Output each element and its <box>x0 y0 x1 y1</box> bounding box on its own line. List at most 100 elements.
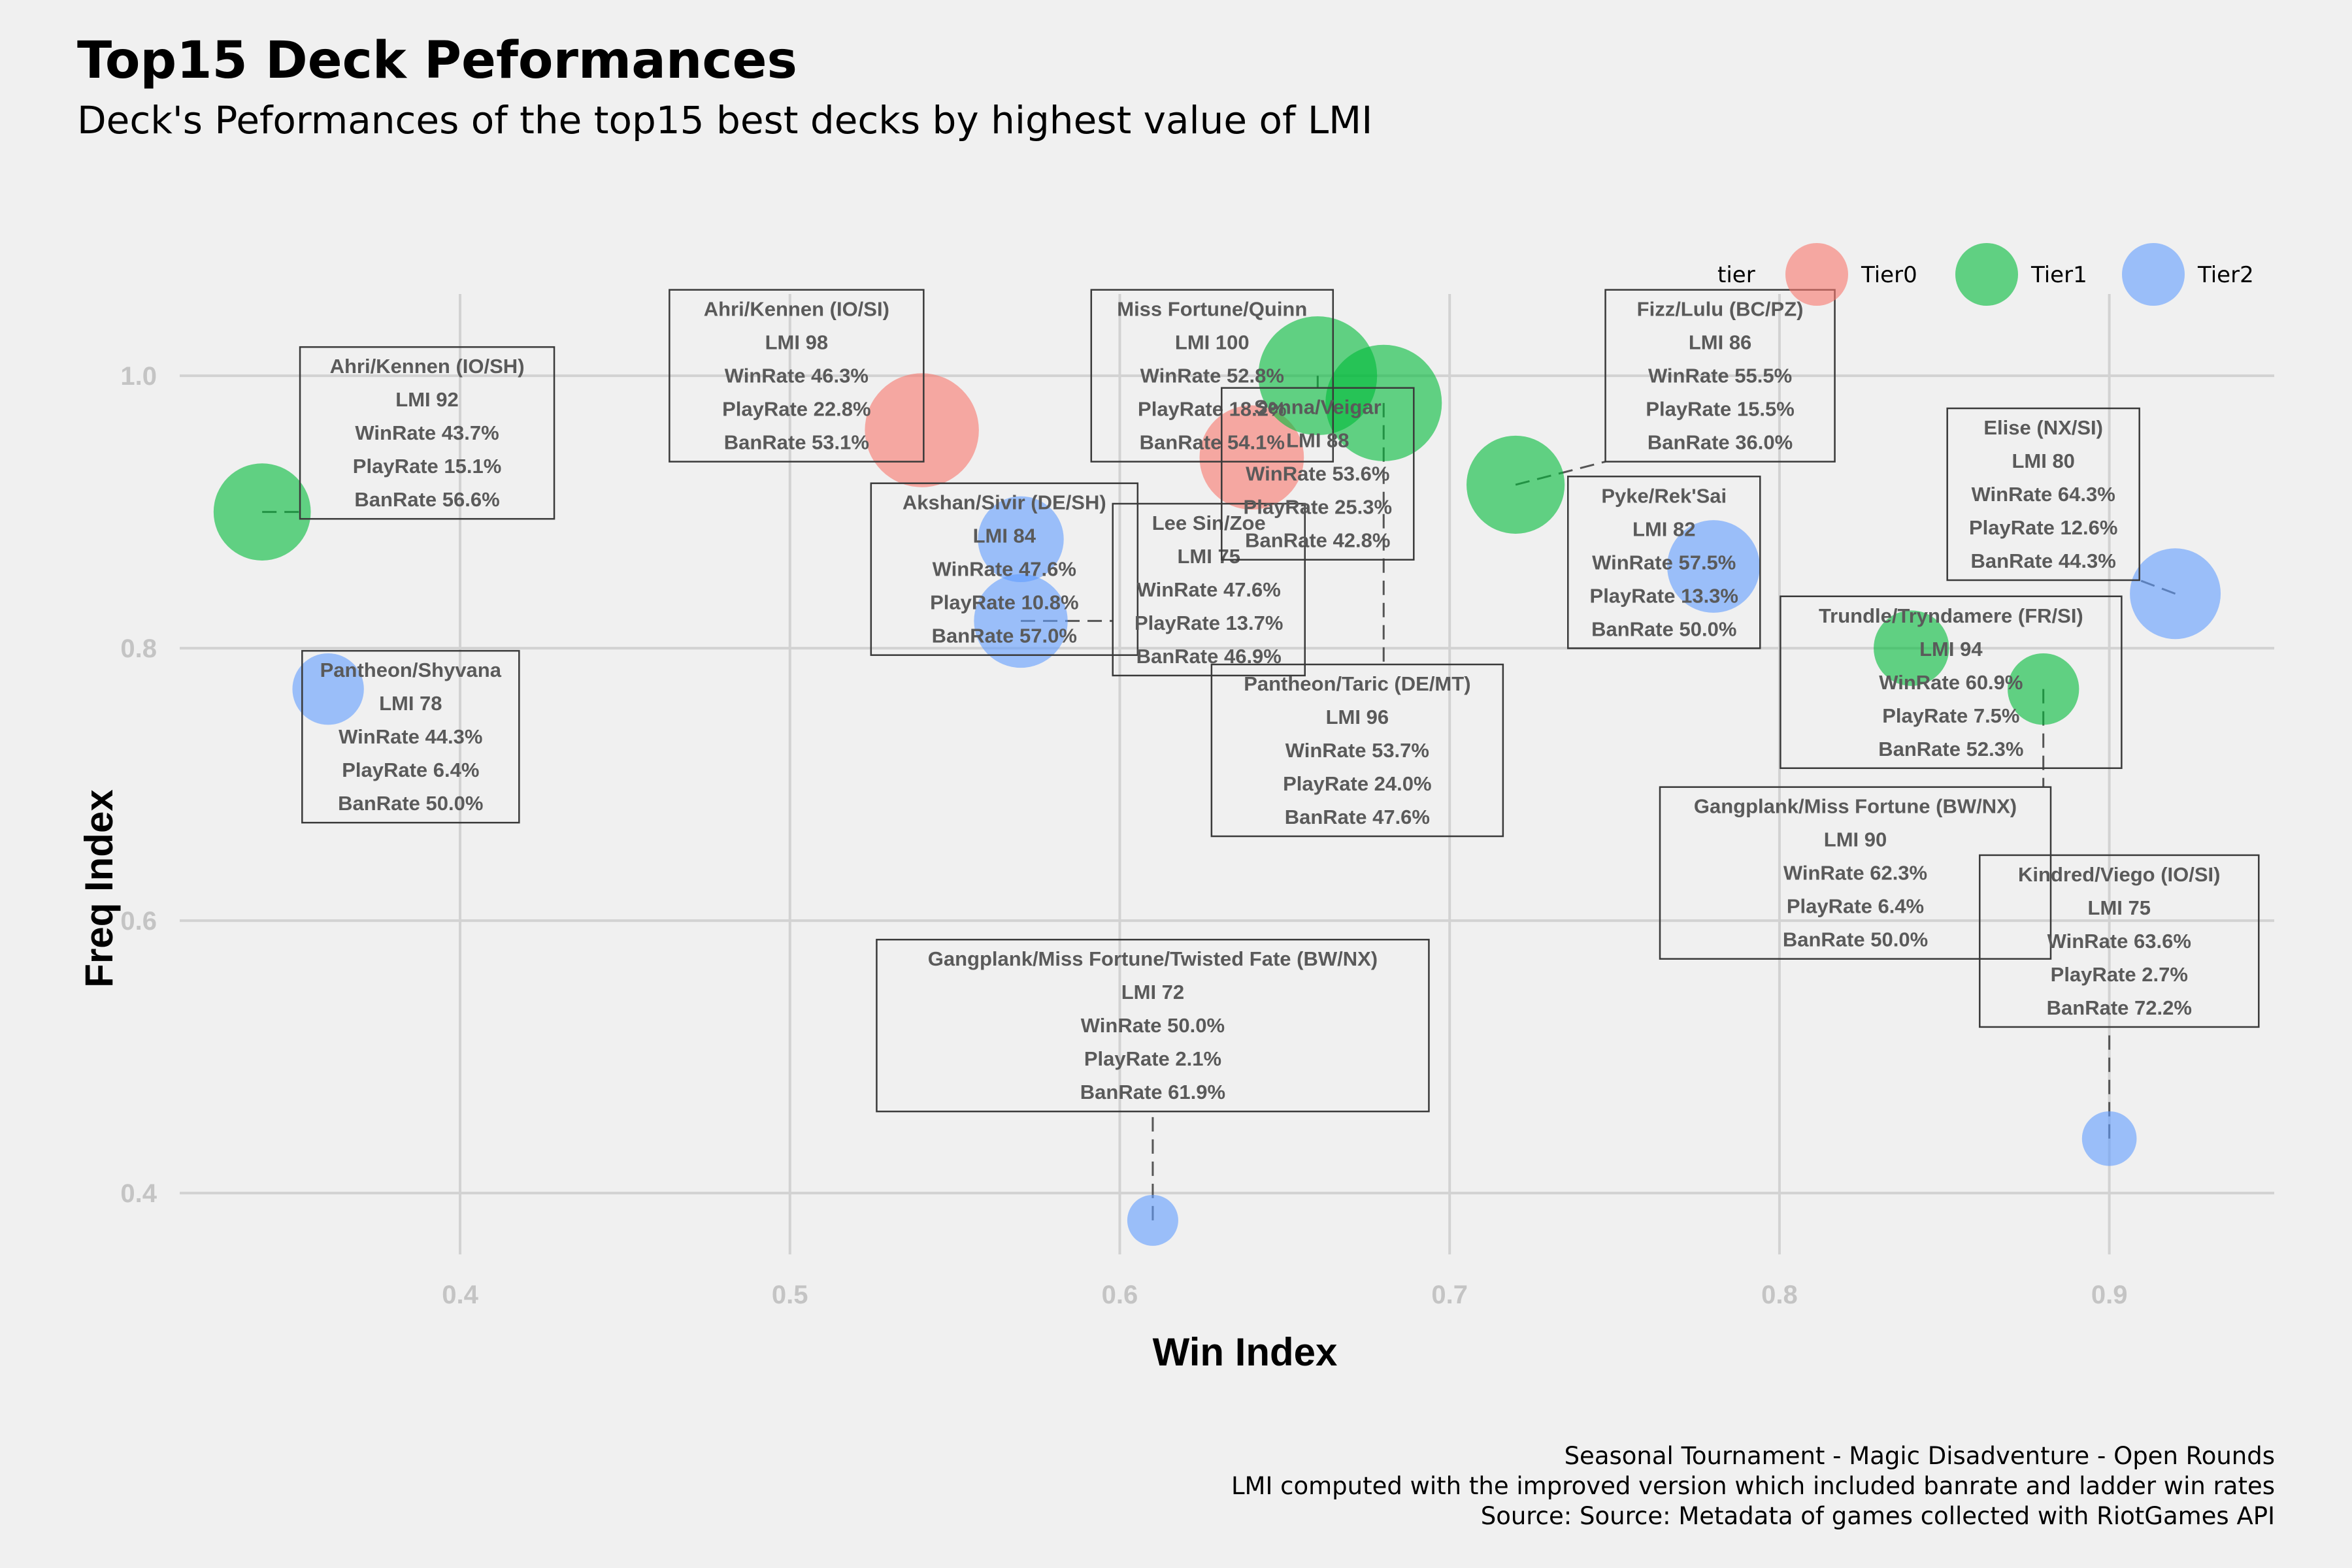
point-label-text: WinRate 53.7% <box>1285 739 1429 762</box>
point-label-text: BanRate 47.6% <box>1285 806 1430 828</box>
point-label-text: PlayRate 12.6% <box>1969 516 2117 539</box>
label-box <box>1979 854 2260 1028</box>
x-tick-label: 0.9 <box>2091 1281 2128 1309</box>
point-label-text: LMI 100 <box>1175 331 1250 354</box>
point-label-text: Pantheon/Taric (DE/MT) <box>1244 672 1470 695</box>
point-label-text: WinRate 62.3% <box>1783 862 1927 885</box>
legend: tier Tier0 Tier1 Tier2 <box>1717 243 2254 306</box>
legend-key <box>2122 243 2185 306</box>
data-point <box>2008 653 2079 725</box>
point-label-text: BanRate 72.2% <box>2047 996 2192 1019</box>
data-point <box>292 653 364 725</box>
point-label-text: Gangplank/Miss Fortune (BW/NX) <box>1694 795 2017 818</box>
chart-subtitle: Deck's Peformances of the top15 best dec… <box>77 98 1373 142</box>
y-tick-label: 0.4 <box>120 1179 157 1208</box>
label-box <box>870 482 1139 656</box>
point-label-text: LMI 96 <box>1326 706 1389 728</box>
legend-label: Tier0 <box>1861 262 1917 288</box>
point-label-text: PlayRate 15.1% <box>353 455 501 478</box>
point-label-text: LMI 88 <box>1286 429 1349 452</box>
x-axis-title: Win Index <box>1153 1330 1338 1374</box>
point-label-text: PlayRate 7.5% <box>1882 704 2019 727</box>
label-box <box>1604 289 1836 463</box>
label-box <box>1112 502 1306 677</box>
point-label-text: BanRate 54.1% <box>1140 431 1285 454</box>
point-label-text: BanRate 56.6% <box>354 488 499 511</box>
point-label-text: PlayRate 13.7% <box>1135 612 1283 634</box>
point-label-text: PlayRate 25.3% <box>1244 496 1392 519</box>
point-label-text: BanRate 57.0% <box>932 625 1077 647</box>
point-label-text: Trundle/Tryndamere (FR/SI) <box>1819 604 2083 627</box>
point-label-text: Ahri/Kennen (IO/SH) <box>330 355 525 378</box>
point-label-text: LMI 82 <box>1632 517 1695 540</box>
point-label-text: BanRate 53.1% <box>724 431 869 454</box>
point-label-text: LMI 78 <box>379 692 442 715</box>
point-label-text: WinRate 43.7% <box>355 421 499 444</box>
data-point <box>865 373 979 487</box>
point-label-text: WinRate 57.5% <box>1592 551 1736 574</box>
label-box <box>1210 663 1504 838</box>
point-label-text: WinRate 53.6% <box>1246 463 1389 485</box>
data-point <box>1874 610 1949 686</box>
point-label-text: LMI 90 <box>1824 828 1887 851</box>
point-label-text: LMI 84 <box>973 525 1036 547</box>
point-label-text: Kindred/Viego (IO/SI) <box>2018 863 2220 886</box>
point-label-text: LMI 75 <box>1178 545 1240 568</box>
y-tick-label: 1.0 <box>120 362 157 391</box>
point-label-text: WinRate 64.3% <box>1972 483 2115 506</box>
point-label-text: BanRate 52.3% <box>1878 738 2023 760</box>
point-label-text: BanRate 50.0% <box>338 792 483 815</box>
point-label-text: PlayRate 24.0% <box>1283 772 1431 795</box>
point-label-text: BanRate 42.8% <box>1245 529 1390 552</box>
data-point <box>978 496 1064 582</box>
label-box <box>299 346 555 520</box>
point-label-text: Miss Fortune/Quinn <box>1117 298 1307 321</box>
point-label-text: Gangplank/Miss Fortune/Twisted Fate (BW/… <box>928 947 1378 970</box>
label-box <box>1221 387 1415 561</box>
point-label-text: PlayRate 2.1% <box>1084 1047 1221 1070</box>
point-label-text: Pantheon/Shyvana <box>320 659 502 681</box>
point-label-text: PlayRate 18.2% <box>1138 398 1286 421</box>
x-tick-label: 0.6 <box>1102 1281 1138 1309</box>
x-tick-label: 0.4 <box>442 1281 478 1309</box>
point-label-text: PlayRate 13.3% <box>1590 584 1738 607</box>
point-label-text: PlayRate 6.4% <box>342 759 479 781</box>
point-label-text: Elise (NX/SI) <box>1983 416 2103 439</box>
point-label-text: LMI 98 <box>765 331 828 354</box>
x-tick-label: 0.5 <box>772 1281 808 1309</box>
data-point <box>1466 435 1565 534</box>
point-label-text: Akshan/Sivir (DE/SH) <box>903 491 1106 514</box>
point-label-text: PlayRate 15.5% <box>1646 398 1794 421</box>
label-box <box>1946 407 2140 581</box>
data-point <box>974 574 1068 668</box>
point-label-text: WinRate 44.3% <box>339 725 482 748</box>
data-point <box>1325 344 1442 461</box>
point-label-text: LMI 72 <box>1121 981 1184 1004</box>
chart-title: Top15 Deck Peformances <box>77 31 797 90</box>
x-tick-label: 0.7 <box>1431 1281 1468 1309</box>
label-box <box>1780 595 2123 770</box>
point-label-text: BanRate 50.0% <box>1591 617 1736 640</box>
point-label-text: LMI 94 <box>1919 638 1983 661</box>
point-label-text: WinRate 60.9% <box>1879 671 2023 694</box>
caption-line: Seasonal Tournament - Magic Disadventure… <box>1564 1442 2275 1470</box>
legend-key <box>1785 243 1848 306</box>
axes: Win Index Freq Index <box>77 789 1337 1374</box>
label-box <box>1659 786 2052 960</box>
y-tick-label: 0.6 <box>120 907 157 936</box>
label-box <box>669 289 925 463</box>
point-label-text: LMI 80 <box>2012 449 2074 472</box>
data-point <box>2081 1111 2137 1166</box>
point-label-text: LMI 92 <box>395 388 458 411</box>
legend-key <box>1955 243 2018 306</box>
point-label-text: BanRate 50.0% <box>1783 928 1928 951</box>
point-label-text: WinRate 47.6% <box>933 558 1076 581</box>
point-label-text: PlayRate 2.7% <box>2051 963 2188 986</box>
point-label-text: PlayRate 10.8% <box>930 591 1078 614</box>
point-label-text: Senna/Veigar <box>1254 396 1382 419</box>
point-label-text: Pyke/Rek'Sai <box>1601 484 1727 507</box>
label-box <box>876 938 1430 1113</box>
point-label-text: Fizz/Lulu (BC/PZ) <box>1637 298 1804 321</box>
label-box <box>301 649 520 824</box>
caption-line: LMI computed with the improved version w… <box>1231 1472 2275 1500</box>
